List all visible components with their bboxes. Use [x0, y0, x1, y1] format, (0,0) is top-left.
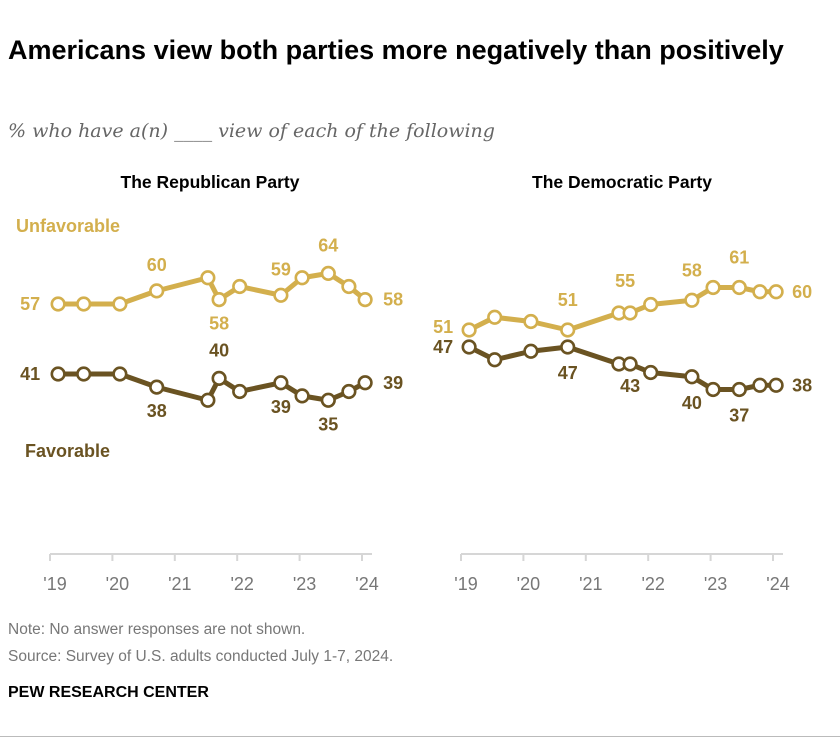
panel-title: The Democratic Party [532, 172, 712, 192]
data-label: 35 [318, 414, 338, 434]
data-point-favorable [731, 381, 747, 398]
data-point-unfavorable [112, 296, 128, 312]
x-tick-label: '22 [230, 574, 253, 594]
data-point-unfavorable [487, 309, 503, 325]
data-point-favorable [768, 377, 784, 393]
data-label: 40 [682, 393, 702, 413]
data-point-favorable [200, 392, 216, 408]
data-label: 37 [729, 406, 749, 426]
data-label: 38 [792, 375, 812, 395]
panel-title: The Republican Party [121, 172, 300, 192]
data-label: 39 [271, 397, 291, 417]
data-point-unfavorable [211, 292, 227, 308]
x-tick-label: '23 [293, 574, 316, 594]
data-label: 40 [209, 340, 229, 360]
data-label: 60 [792, 282, 812, 302]
data-point-unfavorable [357, 292, 373, 308]
x-tick-label: '19 [43, 574, 66, 594]
data-label: 59 [271, 259, 291, 279]
data-point-favorable [76, 366, 92, 382]
data-point-favorable [149, 379, 165, 395]
data-point-favorable [752, 377, 768, 393]
chart-panel-democratic: The Democratic Party '19 '20 '21 '22 '23 '24 51… [433, 172, 812, 594]
chart-subtitle: % who have a(n) ____ view of each of the… [8, 120, 495, 142]
data-point-unfavorable [560, 322, 576, 338]
data-label: 58 [383, 290, 403, 310]
data-point-favorable [211, 370, 227, 386]
x-tick-label: '21 [168, 574, 191, 594]
series-name-favorable: Favorable [25, 441, 110, 461]
data-label: 58 [209, 314, 229, 334]
data-point-favorable [560, 339, 576, 355]
data-point-favorable [112, 366, 128, 382]
data-point-unfavorable [461, 322, 477, 338]
data-point-unfavorable [705, 279, 721, 296]
data-label: 60 [147, 255, 167, 275]
data-point-favorable [357, 375, 373, 391]
data-point-favorable [461, 339, 477, 355]
x-tick-label: '19 [454, 574, 477, 594]
x-tick-label: '20 [106, 574, 129, 594]
data-point-favorable [622, 356, 638, 372]
bottom-rule [0, 736, 840, 737]
data-point-unfavorable [76, 296, 92, 312]
data-point-favorable [523, 343, 539, 359]
data-label: 57 [20, 294, 40, 314]
data-point-favorable [643, 364, 659, 381]
x-tick-label: '24 [355, 574, 378, 594]
data-point-favorable [320, 392, 336, 408]
data-point-favorable [341, 383, 357, 400]
data-label: 39 [383, 373, 403, 393]
data-point-favorable [294, 388, 310, 404]
series-name-unfavorable: Unfavorable [16, 216, 120, 236]
data-point-unfavorable [684, 292, 700, 308]
data-point-unfavorable [768, 284, 784, 300]
chart-title: Americans view both parties more negativ… [8, 35, 784, 65]
data-point-unfavorable [341, 278, 357, 295]
data-point-favorable [487, 352, 503, 368]
data-point-favorable [232, 383, 248, 400]
data-point-unfavorable [200, 270, 216, 286]
x-tick-label: '21 [579, 574, 602, 594]
data-point-unfavorable [643, 296, 659, 313]
data-point-unfavorable [523, 313, 539, 330]
data-point-favorable [50, 366, 66, 382]
data-point-unfavorable [320, 265, 336, 281]
data-point-unfavorable [622, 305, 638, 321]
data-point-unfavorable [294, 270, 310, 286]
data-point-unfavorable [752, 284, 768, 300]
brand-logo-text: PEW RESEARCH CENTER [8, 684, 209, 701]
data-label: 43 [620, 376, 640, 396]
data-point-unfavorable [149, 283, 165, 299]
data-label: 47 [433, 337, 453, 357]
data-point-unfavorable [273, 287, 289, 303]
data-point-favorable [273, 375, 289, 391]
x-tick-label: '20 [517, 574, 540, 594]
x-tick-label: '23 [704, 574, 727, 594]
data-point-unfavorable [50, 296, 66, 312]
data-label: 55 [615, 271, 635, 291]
data-label: 64 [318, 235, 338, 255]
data-label: 38 [147, 401, 167, 421]
data-label: 51 [558, 290, 578, 310]
x-tick-label: '22 [641, 574, 664, 594]
data-label: 41 [20, 364, 40, 384]
chart-panel-republican: The Republican Party '19 '20 '21 '22 '23 '24 57… [16, 172, 403, 594]
data-label: 47 [558, 363, 578, 383]
data-point-favorable [684, 369, 700, 385]
source: Source: Survey of U.S. adults conducted … [8, 648, 394, 665]
note: Note: No answer responses are not shown. [8, 621, 306, 638]
data-point-unfavorable [731, 279, 747, 296]
data-label: 61 [729, 248, 749, 268]
data-label: 51 [433, 317, 453, 337]
x-tick-label: '24 [766, 574, 789, 594]
data-point-unfavorable [232, 278, 248, 295]
data-label: 58 [682, 260, 702, 280]
data-point-favorable [705, 381, 721, 398]
